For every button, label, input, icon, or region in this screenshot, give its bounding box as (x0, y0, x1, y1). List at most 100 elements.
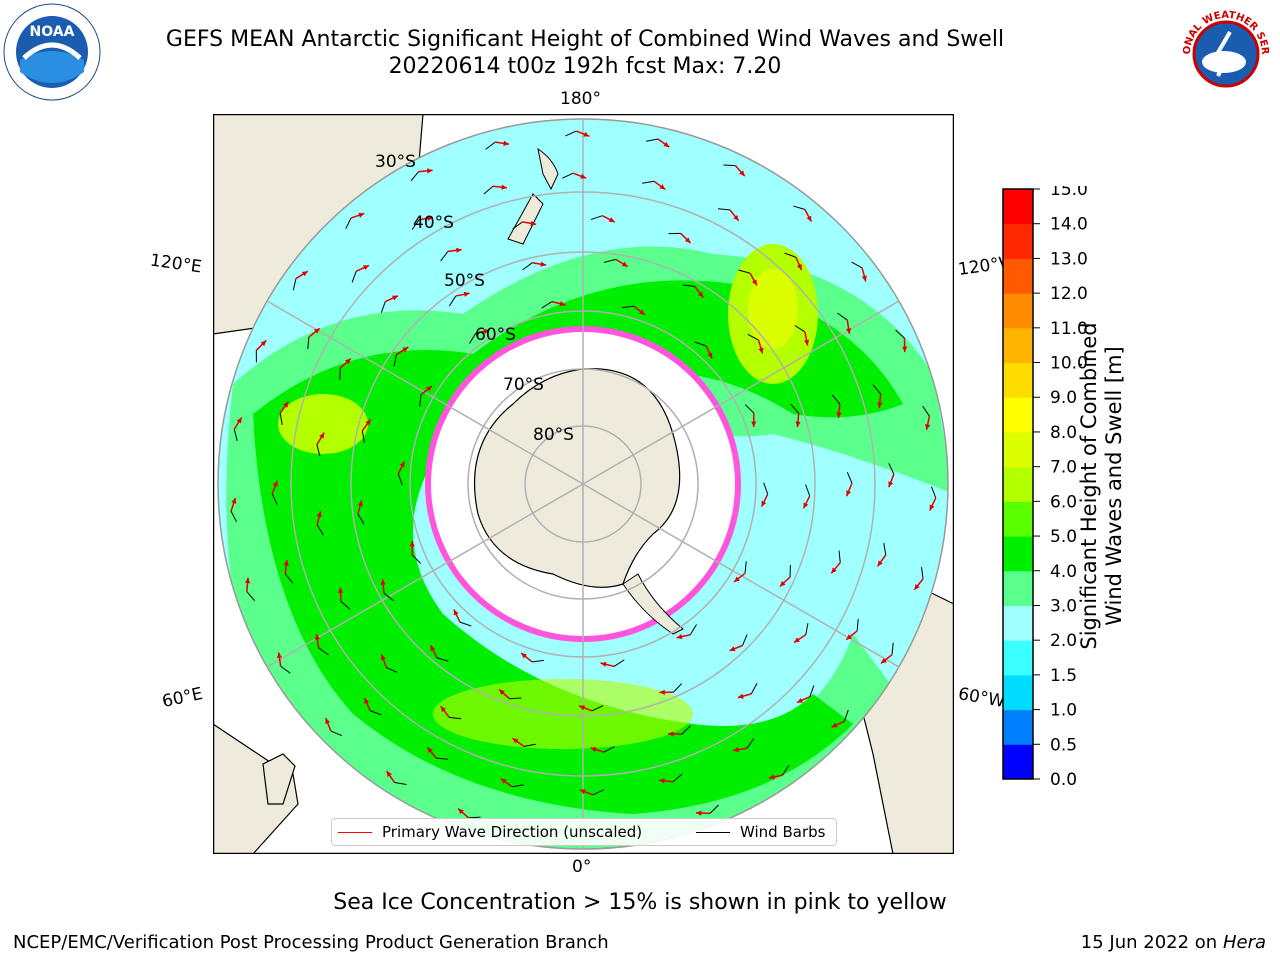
wave-arrowhead (758, 347, 764, 354)
wind-barb (689, 624, 697, 636)
colorbar-tick-label: 3.0 (1050, 596, 1077, 616)
wave-arrowhead (697, 291, 704, 298)
wave-arrowhead (380, 579, 386, 585)
lat-label-70s: 70°S (503, 375, 544, 395)
wind-barb (419, 394, 422, 407)
wave-arrowhead (803, 502, 809, 509)
colorbar-bin (1003, 362, 1033, 398)
wave-arrowhead (793, 637, 800, 643)
wind-barb (603, 746, 615, 753)
wind-barb (682, 284, 695, 287)
wind-barb (340, 601, 351, 610)
wave-arrowhead (363, 265, 370, 271)
wave-arrowhead (500, 778, 507, 784)
wave-arrowhead (831, 722, 838, 728)
footer-branch: NCEP/EMC/Verification Post Processing Pr… (13, 932, 609, 953)
map-canvas: 30°S 40°S 50°S 60°S 70°S 80°S (212, 113, 955, 855)
wind-barb (369, 710, 382, 716)
wave-arrowhead (846, 328, 852, 334)
colorbar-tick-label: 2.0 (1050, 631, 1077, 651)
wind-barb (809, 685, 815, 698)
wave-arrowhead (364, 697, 370, 704)
wind-barb (793, 205, 805, 210)
footer-date: 15 Jun 2022 on Hera (1080, 932, 1266, 953)
wave-arrowhead (325, 718, 331, 724)
wave-arrowhead (795, 421, 801, 428)
wave-arrowhead (231, 497, 237, 504)
noaa-logo: NOAA (3, 3, 101, 101)
wave-arrowhead (319, 432, 325, 439)
wind-barb (883, 543, 887, 556)
wind-barb (411, 219, 420, 230)
wave-arrowhead (427, 168, 433, 174)
wind-barb (872, 384, 882, 395)
wave-arrowhead (846, 634, 853, 640)
lat-label-40s: 40°S (413, 213, 454, 233)
colorbar-bin (1003, 605, 1033, 641)
wave-arrowhead (314, 634, 320, 640)
wind-barb (744, 561, 747, 574)
wind-barb (511, 784, 524, 788)
wave-arrowhead (530, 220, 537, 226)
colorbar-bin (1003, 397, 1033, 433)
antarctic-peninsula (622, 573, 684, 635)
legend-wind-swatch (696, 832, 730, 833)
colorbar-tick-label: 6.0 (1050, 492, 1077, 512)
wave-arrowhead (358, 212, 365, 218)
wave-arrowhead (283, 401, 289, 408)
wave-max-south (433, 679, 693, 749)
wave-arrowhead (836, 412, 842, 418)
wave-arrowhead (276, 652, 283, 659)
colorbar-bin (1003, 327, 1033, 364)
wind-barb (351, 270, 357, 283)
noaa-logo-text: NOAA (30, 24, 75, 40)
wave-arrowhead (392, 295, 399, 301)
wind-barb (790, 403, 800, 414)
wind-barb (280, 665, 291, 674)
lat-label-80s: 80°S (533, 425, 574, 445)
wind-barb (738, 269, 751, 274)
wave-arrowhead (659, 184, 666, 190)
wind-barb (246, 591, 255, 602)
wind-barb (565, 130, 577, 137)
colorbar-tick-label: 11.0 (1050, 319, 1088, 339)
wind-barb (541, 301, 553, 309)
wave-arrowhead (846, 490, 852, 497)
colorbar-bin (1003, 570, 1033, 606)
wave-arrowhead (430, 645, 436, 652)
colorbar-bin (1003, 674, 1033, 711)
wave-arrowhead (427, 215, 433, 221)
wave-arrowhead (707, 352, 713, 359)
wave-arrowhead (399, 461, 405, 468)
wave-arrowhead (483, 328, 490, 334)
wind-barb (397, 473, 403, 486)
wind-barb (843, 709, 849, 722)
wave-arrowhead (729, 646, 736, 652)
wave-arrowhead (345, 358, 351, 365)
wave-arrowhead (440, 706, 447, 713)
wind-barb (838, 550, 841, 563)
lat-label-60s: 60°S (475, 325, 516, 345)
wind-barb (383, 592, 394, 602)
polar-map: 30°S 40°S 50°S 60°S 70°S 80°S (212, 113, 955, 855)
colorbar-bin (1003, 466, 1033, 502)
wave-arrowhead (877, 560, 883, 567)
wave-arrowhead (578, 705, 585, 711)
wind-barb (483, 185, 494, 195)
wave-arrowhead (512, 738, 519, 744)
wave-arrowhead (501, 184, 507, 190)
wave-arrowhead (458, 808, 464, 815)
legend-wind-barbs: Wind Barbs (696, 823, 825, 841)
wind-barb (436, 657, 449, 662)
wave-arrowhead (503, 140, 509, 146)
colorbar-bin (1003, 293, 1033, 329)
wind-barb (604, 258, 616, 263)
wind-barb (851, 261, 863, 269)
wind-barb (522, 262, 533, 271)
wind-barb (230, 510, 238, 523)
colorbar-tick-label: 8.0 (1050, 423, 1077, 443)
wind-barb (509, 697, 522, 700)
wind-barb (284, 573, 294, 584)
nws-logo: NATIONAL WEATHER SERVICE (1176, 4, 1274, 102)
colorbar-bin (1003, 223, 1033, 259)
